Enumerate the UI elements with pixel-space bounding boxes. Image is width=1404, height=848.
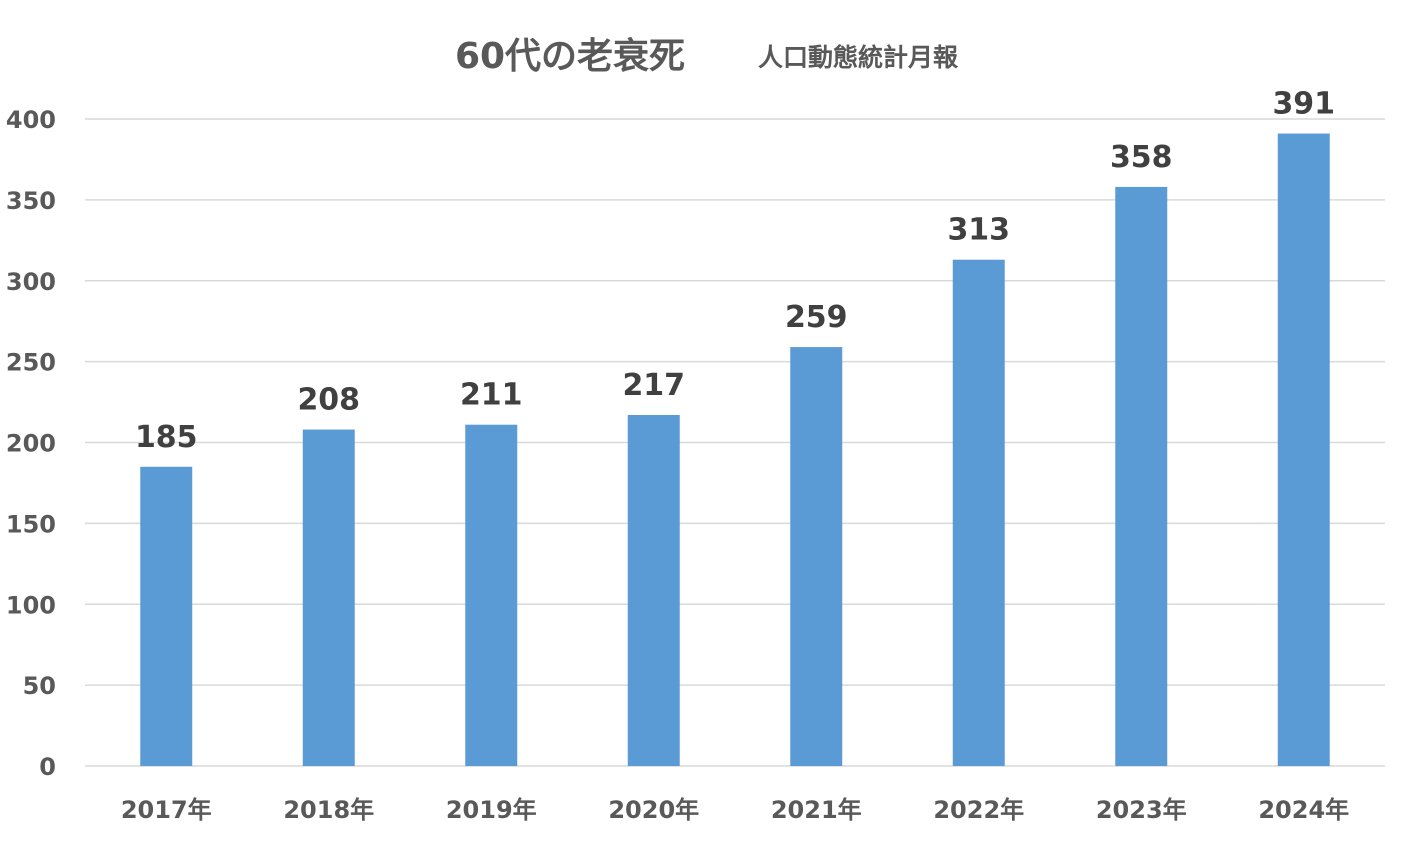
bar [465, 424, 518, 766]
data-label: 358 [1110, 140, 1173, 175]
y-tick-label: 300 [6, 268, 56, 296]
data-label: 185 [135, 420, 198, 455]
x-tick-label: 2023年 [1096, 796, 1187, 824]
x-tick-label: 2017年 [121, 796, 212, 824]
x-tick-label: 2024年 [1258, 796, 1349, 824]
chart-subtitle: 人口動態統計月報 [758, 43, 959, 72]
bar [952, 259, 1005, 766]
bar [140, 466, 193, 766]
bar [1115, 186, 1168, 766]
y-tick-label: 350 [6, 187, 56, 215]
data-label: 391 [1272, 87, 1335, 122]
y-tick-label: 250 [6, 349, 56, 377]
x-tick-label: 2020年 [608, 796, 699, 824]
data-label: 208 [297, 383, 360, 418]
x-tick-label: 2021年 [771, 796, 862, 824]
x-tick-label: 2018年 [283, 796, 374, 824]
bar [627, 415, 680, 766]
y-tick-label: 0 [39, 753, 56, 781]
y-tick-label: 50 [23, 672, 56, 700]
data-label: 217 [622, 368, 685, 403]
data-label: 313 [947, 213, 1010, 248]
x-tick-label: 2019年 [446, 796, 537, 824]
data-labels: 185 208 211 217 259 313 358 391 [135, 87, 1335, 455]
y-tick-label: 100 [6, 591, 56, 619]
y-axis-ticks: 0 50 100 150 200 250 300 350 400 [6, 106, 56, 781]
x-tick-label: 2022年 [933, 796, 1024, 824]
bar [302, 429, 355, 766]
y-tick-label: 400 [6, 106, 56, 134]
x-axis-ticks: 2017年 2018年 2019年 2020年 2021年 2022年 2023年 2024年 [121, 796, 1349, 824]
y-tick-label: 200 [6, 430, 56, 458]
data-label: 259 [785, 300, 848, 335]
y-tick-label: 150 [6, 510, 56, 538]
bars [140, 133, 1330, 766]
bar [790, 347, 843, 766]
chart-title: 60代の老衰死 [455, 36, 685, 77]
data-label: 211 [460, 378, 523, 413]
gridlines [85, 118, 1385, 767]
bar [1277, 133, 1330, 766]
